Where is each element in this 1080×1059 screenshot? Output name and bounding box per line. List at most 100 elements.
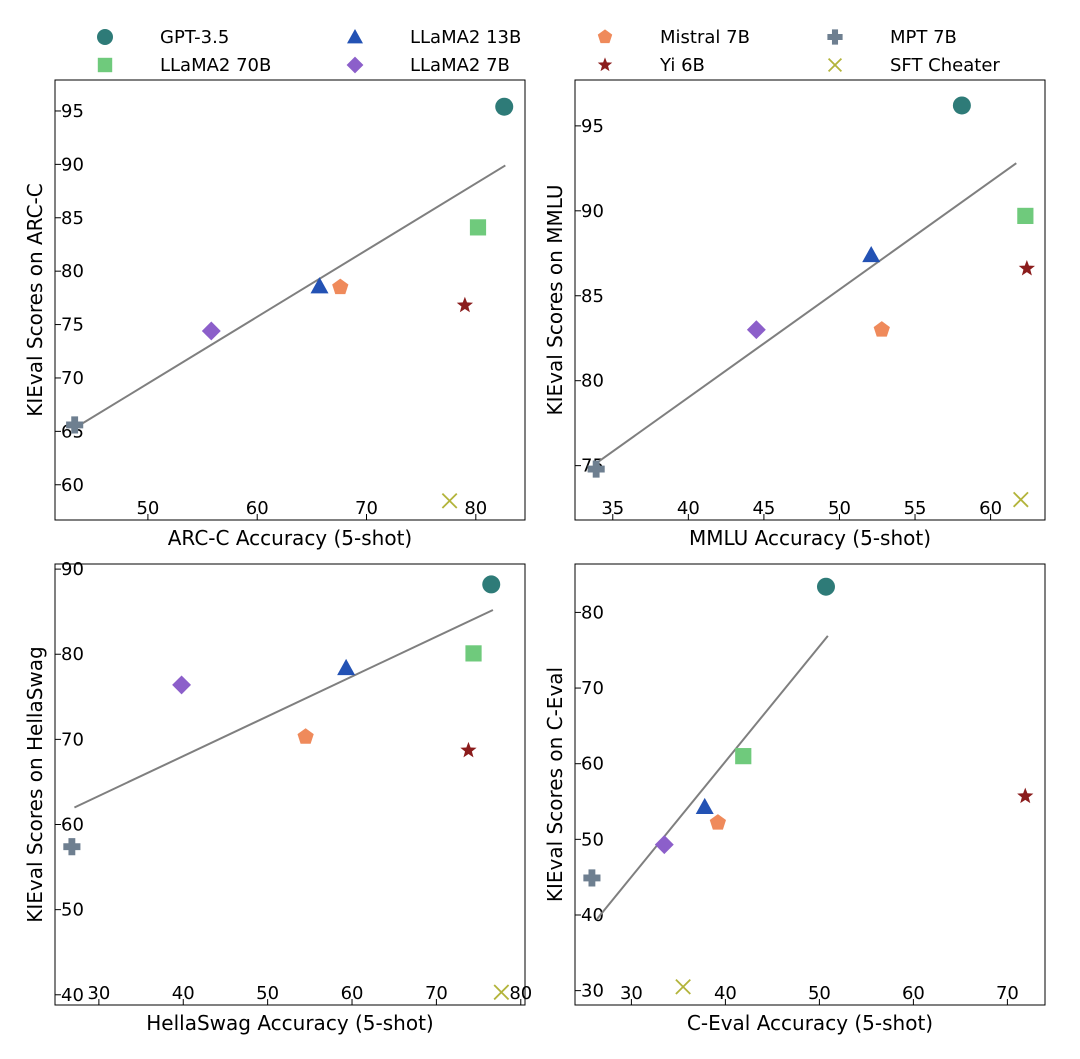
- plot-frame: [574, 79, 1046, 521]
- point-yi: [1018, 260, 1035, 276]
- y-tick-label: 60: [61, 815, 84, 836]
- point-gpt35: [482, 575, 501, 594]
- point-llama13: [310, 277, 329, 294]
- y-tick-label: 80: [581, 602, 604, 623]
- x-tick-label: 50: [136, 498, 159, 519]
- y-axis-label: KIEval Scores on C-Eval: [543, 667, 567, 902]
- point-mistral: [297, 728, 314, 744]
- point-mpt: [66, 416, 84, 434]
- arc-c-panel: 506070806065707580859095ARC-C Accuracy (…: [23, 79, 526, 550]
- x-tick-label: 70: [355, 498, 378, 519]
- x-tick-label: 40: [677, 498, 700, 519]
- x-tick-label: 70: [996, 983, 1019, 1004]
- regression-line: [74, 164, 506, 430]
- legend-yi-marker: [597, 57, 613, 72]
- y-tick-label: 40: [61, 985, 84, 1006]
- y-tick-label: 95: [581, 116, 604, 137]
- x-axis-label: C-Eval Accuracy (5-shot): [687, 1011, 933, 1035]
- x-tick-label: 80: [464, 498, 487, 519]
- legend-llama7-label: LLaMA2 7B: [410, 55, 510, 76]
- point-gpt35: [952, 96, 971, 115]
- x-tick-label: 50: [808, 983, 831, 1004]
- point-mpt: [583, 869, 601, 887]
- x-tick-label: 60: [902, 983, 925, 1004]
- point-llama70: [465, 645, 482, 662]
- x-tick-label: 80: [509, 983, 532, 1004]
- point-sft: [1012, 491, 1029, 508]
- x-tick-label: 55: [904, 498, 927, 519]
- y-axis-label: KIEval Scores on HellaSwag: [23, 646, 47, 922]
- y-tick-label: 70: [61, 729, 84, 750]
- point-gpt35: [816, 577, 835, 596]
- point-yi: [460, 741, 477, 758]
- point-mpt: [63, 838, 81, 856]
- point-llama13: [695, 797, 714, 815]
- x-axis-label: HellaSwag Accuracy (5-shot): [146, 1011, 433, 1035]
- x-tick-label: 70: [425, 983, 448, 1004]
- point-yi: [456, 296, 474, 313]
- point-llama7: [654, 835, 674, 855]
- point-llama13: [337, 658, 356, 676]
- legend-mpt-label: MPT 7B: [890, 27, 957, 48]
- plot-frame: [54, 79, 526, 521]
- regression-line: [73, 609, 494, 809]
- x-tick-label: 60: [341, 983, 364, 1004]
- point-llama70: [1017, 207, 1034, 225]
- legend-yi-label: Yi 6B: [659, 55, 705, 76]
- x-tick-label: 60: [246, 498, 269, 519]
- legend-llama70-label: LLaMA2 70B: [160, 55, 271, 76]
- legend-sft-marker: [827, 57, 843, 73]
- plot-frame: [54, 563, 526, 1006]
- y-tick-label: 85: [61, 208, 84, 229]
- y-tick-label: 60: [61, 475, 84, 496]
- point-llama7: [201, 321, 221, 341]
- c-eval-panel: 30 40 50 60 70 30 40 50 60 70 80 C-Eval Accuracy (5…: [543, 563, 1046, 1035]
- y-tick-label: 80: [581, 371, 604, 392]
- x-tick-label: 40: [172, 983, 195, 1004]
- point-sft: [675, 979, 691, 995]
- x-axis-label: ARC-C Accuracy (5-shot): [168, 526, 412, 550]
- x-tick-label: 30: [87, 983, 110, 1004]
- point-sft: [493, 984, 510, 1001]
- y-tick-label: 85: [581, 286, 604, 307]
- mmlu-panel: 3540455055607580859095MMLU Accuracy (5-s…: [543, 79, 1046, 550]
- legend-gpt35-marker: [97, 29, 113, 45]
- y-tick-label: 90: [61, 559, 84, 580]
- y-tick-label: 90: [581, 201, 604, 222]
- point-mistral: [873, 321, 890, 337]
- y-tick-label: 50: [581, 829, 604, 850]
- legend-llama13-marker: [347, 29, 363, 44]
- point-mistral: [709, 814, 727, 830]
- y-tick-label: 90: [61, 154, 84, 175]
- y-axis-label: KIEval Scores on MMLU: [543, 184, 567, 415]
- y-tick-label: 75: [61, 315, 84, 336]
- legend-gpt35-label: GPT-3.5: [160, 27, 229, 48]
- y-axis-label: KIEval Scores on ARC-C: [23, 183, 47, 416]
- point-llama7: [172, 675, 192, 695]
- y-tick-label: 30: [581, 981, 604, 1002]
- y-tick-label: 80: [61, 644, 84, 665]
- x-axis-label: MMLU Accuracy (5-shot): [689, 526, 931, 550]
- y-tick-label: 80: [61, 261, 84, 282]
- x-tick-label: 35: [601, 498, 624, 519]
- legend: GPT-3.5 LLaMA2 13B Mistral 7B MPT 7B LLaMA2 …: [97, 27, 1000, 76]
- x-tick-label: 50: [256, 983, 279, 1004]
- point-llama70: [735, 748, 752, 765]
- legend-sft-label: SFT Cheater: [890, 55, 1000, 76]
- regression-line: [597, 162, 1017, 464]
- point-llama70: [469, 219, 487, 236]
- point-llama7: [746, 320, 766, 340]
- y-tick-label: 50: [61, 900, 84, 921]
- point-llama13: [862, 245, 881, 263]
- y-tick-label: 70: [581, 678, 604, 699]
- legend-mistral-label: Mistral 7B: [660, 27, 750, 48]
- legend-mistral-marker: [597, 29, 613, 44]
- point-gpt35: [495, 97, 514, 116]
- y-tick-label: 95: [61, 101, 84, 122]
- legend-llama7-marker: [346, 56, 364, 74]
- y-tick-label: 70: [61, 368, 84, 389]
- point-mpt: [587, 460, 605, 478]
- x-tick-label: 60: [979, 498, 1002, 519]
